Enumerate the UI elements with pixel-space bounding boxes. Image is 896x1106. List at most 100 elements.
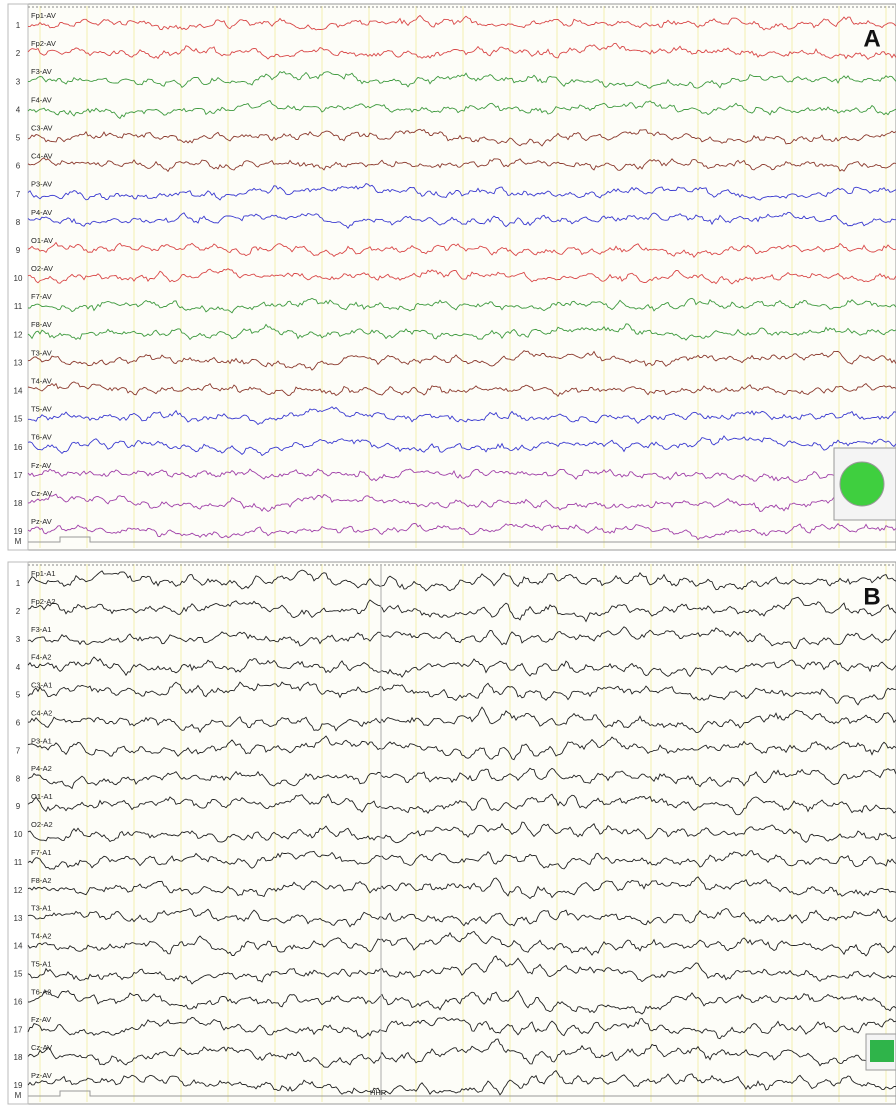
channel-label: Fp2-AV (31, 39, 56, 48)
channel-label: O2-AV (31, 264, 53, 273)
channel-label: Fp1-A1 (31, 569, 56, 578)
eeg-trace (27, 1069, 896, 1096)
channel-number: 3 (16, 77, 21, 86)
eeg-trace (27, 821, 896, 844)
channel-number: 8 (16, 774, 21, 783)
channel-number: 8 (16, 218, 21, 227)
eeg-trace (27, 182, 896, 201)
channel-label: F8-AV (31, 320, 52, 329)
marker-label: HHR (370, 1088, 387, 1097)
eeg-trace (27, 656, 896, 678)
eeg-trace (27, 735, 896, 761)
eeg-trace (27, 128, 896, 147)
channel-label: Fz-AV (31, 461, 51, 470)
eeg-trace (27, 435, 896, 457)
channel-number: 6 (16, 162, 21, 171)
eeg-trace (27, 793, 896, 816)
head-map (870, 1040, 894, 1062)
channel-number: 13 (14, 914, 23, 923)
eeg-trace (27, 100, 896, 120)
channel-number: 1 (16, 21, 21, 30)
channel-number: 17 (14, 471, 23, 480)
channel-label: Fp2-A2 (31, 597, 56, 606)
channel-strip (7, 3, 29, 551)
channel-label: Cz-AV (31, 1043, 52, 1052)
channel-label: T4-AV (31, 376, 52, 385)
channel-number: 4 (16, 105, 21, 114)
eeg-trace (27, 681, 896, 706)
channel-number: 18 (14, 499, 23, 508)
eeg-trace (27, 211, 896, 229)
eeg-trace (27, 1016, 896, 1040)
channel-label: T5-AV (31, 405, 52, 414)
channel-label: T6-A2 (31, 987, 51, 996)
eeg-trace (27, 569, 896, 592)
channel-number: M (15, 537, 22, 546)
channel-number: 7 (16, 746, 21, 755)
channel-number: 6 (16, 719, 21, 728)
channel-label: C4-A2 (31, 708, 52, 717)
channel-number: 19 (14, 527, 23, 536)
channel-label: T3-A1 (31, 904, 51, 913)
eeg-trace (27, 930, 896, 957)
eeg-trace (27, 157, 896, 173)
channel-label: F8-A2 (31, 876, 51, 885)
channel-label: T3-AV (31, 348, 52, 357)
channel-label: F7-A1 (31, 848, 51, 857)
channel-label: P4-AV (31, 208, 52, 217)
channel-number: 5 (16, 134, 21, 143)
eeg-trace (27, 241, 896, 258)
eeg-trace (27, 850, 896, 870)
channel-label: F7-AV (31, 292, 52, 301)
event-line (28, 1090, 896, 1097)
channel-label: F3-AV (31, 67, 52, 76)
eeg-trace (27, 1038, 896, 1068)
channel-label: Pz-AV (31, 1071, 52, 1080)
eeg-trace (27, 876, 896, 900)
eeg-trace (28, 14, 896, 31)
channel-label: Pz-AV (31, 517, 52, 526)
channel-number: 2 (16, 607, 21, 616)
channel-number: 14 (14, 387, 23, 396)
channel-number: 11 (14, 858, 23, 867)
panel-letter: B (863, 583, 880, 610)
channel-label: P3-AV (31, 180, 52, 189)
channel-number: 9 (16, 802, 21, 811)
channel-label: P4-A2 (31, 764, 52, 773)
channel-number: 10 (14, 274, 23, 283)
eeg-trace (27, 907, 896, 928)
event-line (28, 536, 896, 543)
channel-label: O1-A1 (31, 792, 53, 801)
channel-number: 4 (16, 663, 21, 672)
channel-number: 14 (14, 942, 23, 951)
eeg-trace (27, 70, 896, 89)
eeg-trace (27, 767, 896, 790)
channel-number: 12 (14, 886, 23, 895)
panel-a (7, 3, 896, 551)
channel-number: 16 (14, 997, 23, 1006)
eeg-trace (28, 297, 896, 314)
channel-label: Fz-AV (31, 1015, 51, 1024)
eeg-trace (27, 493, 896, 513)
eeg-trace (27, 350, 896, 371)
channel-label: F4-A2 (31, 653, 51, 662)
channel-number: 15 (14, 415, 23, 424)
channel-strip (7, 561, 29, 1105)
eeg-trace (27, 626, 896, 650)
channel-number: 15 (14, 970, 23, 979)
channel-number: 17 (14, 1025, 23, 1034)
panel-b (7, 561, 896, 1105)
channel-label: O1-AV (31, 236, 53, 245)
eeg-trace (27, 955, 896, 985)
eeg-trace (27, 468, 896, 483)
eeg-trace (27, 268, 896, 285)
channel-label: Cz-AV (31, 489, 52, 498)
eeg-trace (28, 406, 896, 426)
channel-number: 10 (14, 830, 23, 839)
panel-letter: A (863, 25, 880, 52)
channel-label: F4-AV (31, 95, 52, 104)
eeg-trace (27, 596, 896, 623)
channel-number: 2 (16, 49, 21, 58)
channel-number: 3 (16, 635, 21, 644)
